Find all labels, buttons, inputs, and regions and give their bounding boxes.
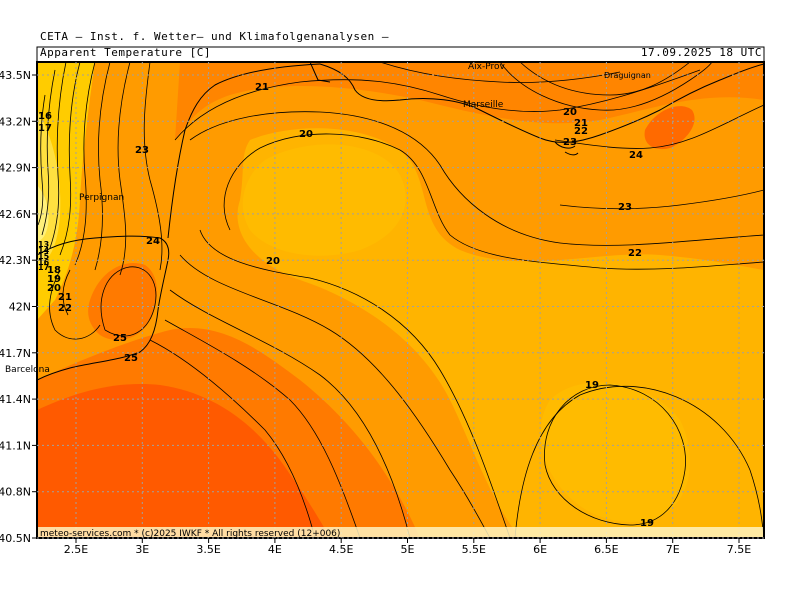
contour-label: 23 <box>563 137 577 148</box>
contour-label: 25 <box>113 333 127 344</box>
contour-label: 24 <box>629 150 643 161</box>
band-orange-gulf <box>88 263 157 340</box>
y-tick-label: 43.5N <box>0 69 31 82</box>
title-box <box>36 46 765 63</box>
contour-label: 22 <box>574 126 588 137</box>
contour-label: 21 <box>58 292 72 303</box>
contour-label: 16 <box>38 111 52 122</box>
map-title: Apparent Temperature [C] <box>40 46 211 59</box>
x-tick-label: 5.5E <box>462 543 486 556</box>
x-tick-labels: 2.5E 3E 3.5E 4E 4.5E 5E 5.5E 6E 6.5E 7E 7.5E <box>64 538 751 556</box>
y-tick-label: 43.2N <box>0 115 31 128</box>
city-label-aix: Aix-Prov <box>468 62 506 72</box>
graticule <box>37 62 764 539</box>
contour-label: 20 <box>266 256 280 267</box>
contour-label: 23 <box>135 145 149 156</box>
city-labels: Aix-Prov Draguignan Marseille Perpignan … <box>5 62 651 375</box>
y-tick-label: 42.3N <box>0 254 31 267</box>
y-tick-labels: 43.5N 43.2N 42.9N 42.6N 42.3N 42N 41.7N 41.4N 41… <box>0 69 37 545</box>
y-tick-label: 40.5N <box>0 532 31 545</box>
contour-label: 17 <box>38 263 49 272</box>
contour-label: 21 <box>255 82 269 93</box>
y-tick-label: 41.1N <box>0 439 31 452</box>
x-tick-label: 4.5E <box>329 543 353 556</box>
contour-label: 15 <box>38 252 50 261</box>
y-tick-label: 40.8N <box>0 486 31 499</box>
band-yellow-upper <box>242 144 406 256</box>
band-north-orange <box>175 62 764 140</box>
valid-time: 17.09.2025 18 UTC <box>640 46 762 59</box>
contour-label: 20 <box>563 107 577 118</box>
footer-credit: meteo-services.com * (c)2025 IWKF * All … <box>40 529 340 539</box>
contour-label: 18 <box>47 265 61 276</box>
contour-label: 22 <box>58 303 72 314</box>
contour-label: 25 <box>124 353 138 364</box>
plot-frame <box>36 61 765 539</box>
band-red-sw <box>37 384 330 538</box>
city-label-perpignan: Perpignan <box>79 193 124 203</box>
y-tick-label: 42N <box>9 301 31 314</box>
contour-label: 14 <box>38 246 50 255</box>
contour-label: 20 <box>47 283 61 294</box>
contour-label: 23 <box>618 202 632 213</box>
x-tick-label: 4E <box>268 543 282 556</box>
x-tick-label: 7.5E <box>727 543 751 556</box>
city-label-marseille: Marseille <box>463 100 504 110</box>
coastline <box>37 62 764 381</box>
city-label-draguignan: Draguignan <box>604 71 651 80</box>
contour-label: 24 <box>146 236 160 247</box>
institute-header: CETA — Inst. f. Wetter— und Klimafolgena… <box>40 30 390 43</box>
contour-label: 19 <box>47 274 61 285</box>
contour-label: 17 <box>38 123 52 134</box>
x-tick-label: 5E <box>401 543 415 556</box>
y-tick-label: 42.9N <box>0 162 31 175</box>
x-tick-label: 3E <box>135 543 149 556</box>
contour-label: 19 <box>585 380 599 391</box>
band-red-ne <box>644 106 695 150</box>
footer-bar <box>38 527 763 537</box>
contour-label: 16 <box>38 258 50 267</box>
band-yellow-se <box>540 382 690 522</box>
contour-label: 20 <box>299 129 313 140</box>
x-tick-label: 6.5E <box>594 543 618 556</box>
city-label-barcelona: Barcelona <box>5 365 50 375</box>
contour-lines <box>37 62 764 538</box>
y-tick-label: 41.7N <box>0 347 31 360</box>
contour-label: 21 <box>574 118 588 129</box>
x-tick-label: 7E <box>666 543 680 556</box>
y-tick-label: 41.4N <box>0 393 31 406</box>
contour-value-labels: 21 20 23 24 20 20 21 22 23 24 23 22 16 1… <box>38 82 654 529</box>
x-tick-label: 2.5E <box>64 543 88 556</box>
x-tick-label: 3.5E <box>196 543 220 556</box>
x-tick-label: 6E <box>533 543 547 556</box>
contour-label: 19 <box>640 518 654 529</box>
band-land-west <box>37 62 95 320</box>
y-tick-label: 42.6N <box>0 208 31 221</box>
contour-label: 13 <box>38 240 49 249</box>
contour-label: 22 <box>628 248 642 259</box>
